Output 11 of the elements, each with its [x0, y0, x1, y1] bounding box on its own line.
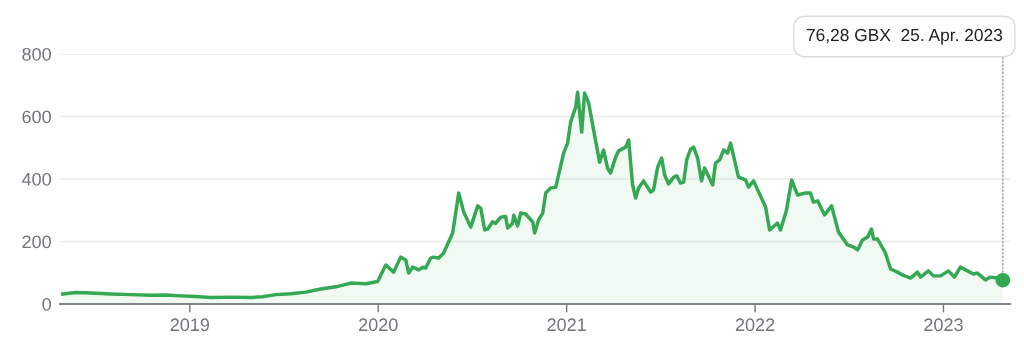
x-tick-label: 2023 [924, 318, 963, 332]
x-tick-label: 2022 [735, 318, 775, 332]
y-tick-label: 200 [22, 235, 51, 249]
y-tick-label: 600 [22, 110, 51, 124]
y-tick-label: 400 [21, 172, 51, 186]
x-tick-label: 2019 [170, 318, 210, 332]
y-tick-label: 0 [42, 297, 51, 311]
annotation: 76,28 GBX 25. Apr. 2023 [806, 28, 1003, 45]
x-tick-label: 2020 [359, 318, 398, 332]
y-tick-label: 800 [22, 47, 51, 61]
x-tick-label: 2021 [547, 318, 586, 332]
